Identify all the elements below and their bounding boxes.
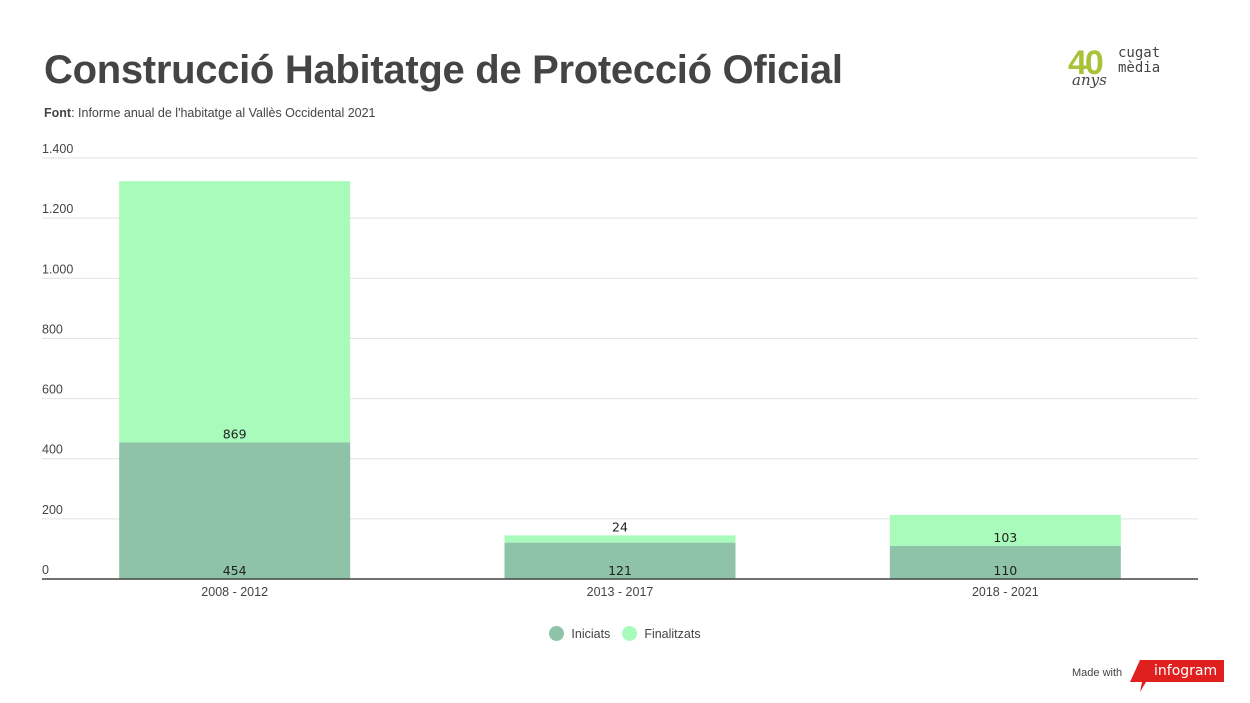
bar-finalitzats — [504, 535, 736, 543]
legend-item-iniciats[interactable]: Iniciats — [549, 626, 610, 641]
logo-number: 40 — [1068, 44, 1104, 82]
source-text: : Informe anual de l'habitatge al Vallès… — [71, 106, 376, 120]
logo-brand-line2: mèdia — [1118, 60, 1161, 76]
bar-finalitzats — [889, 514, 1121, 546]
chart-title: Construcció Habitatge de Protecció Ofici… — [44, 48, 843, 92]
legend-label-iniciats: Iniciats — [571, 626, 611, 641]
bar-iniciats — [504, 542, 736, 579]
data-label: 454 — [223, 563, 247, 578]
x-tick-label: 2013 - 2017 — [587, 585, 654, 599]
bar-iniciats — [119, 442, 351, 579]
legend-swatch-iniciats — [549, 626, 565, 641]
data-label: 110 — [993, 563, 1017, 578]
y-tick-label: 600 — [42, 383, 63, 397]
chart-source: Font: Informe anual de l'habitatge al Va… — [44, 106, 376, 120]
source-label: Font — [44, 106, 72, 120]
y-tick-label: 800 — [42, 322, 63, 336]
y-tick-label: 1.000 — [42, 262, 73, 276]
y-tick-label: 400 — [42, 443, 63, 457]
logo-anys: anys — [1072, 71, 1107, 89]
cugat-media-logo[interactable]: 40 anys cugat mèdia — [1066, 44, 1176, 94]
bar-iniciats — [889, 545, 1121, 579]
infogram-label: infogram — [1154, 663, 1218, 679]
y-tick-label: 0 — [42, 563, 49, 577]
y-tick-label: 1.400 — [42, 142, 73, 156]
data-label: 24 — [612, 519, 628, 534]
legend-item-finalitzats[interactable]: Finalitzats — [622, 626, 701, 641]
data-label: 103 — [993, 530, 1017, 545]
data-label: 121 — [608, 563, 632, 578]
legend-swatch-finalitzats — [622, 626, 638, 641]
y-tick-label: 200 — [42, 503, 63, 517]
logo-brand: cugat mèdia — [1118, 46, 1160, 76]
legend-label-finalitzats: Finalitzats — [644, 626, 701, 641]
y-tick-label: 1.200 — [42, 202, 73, 216]
chart-legend: Iniciats Finalitzats — [0, 626, 1250, 641]
bar-finalitzats — [119, 181, 351, 443]
data-label: 869 — [223, 426, 247, 441]
logo-brand-line1: cugat — [1118, 45, 1161, 61]
x-tick-label: 2008 - 2012 — [201, 585, 268, 599]
infogram-badge[interactable]: infogram — [1130, 658, 1226, 694]
x-tick-label: 2018 - 2021 — [972, 585, 1039, 599]
infogram-badge-shape — [1130, 660, 1224, 692]
made-with-label: Made with — [1072, 667, 1123, 679]
